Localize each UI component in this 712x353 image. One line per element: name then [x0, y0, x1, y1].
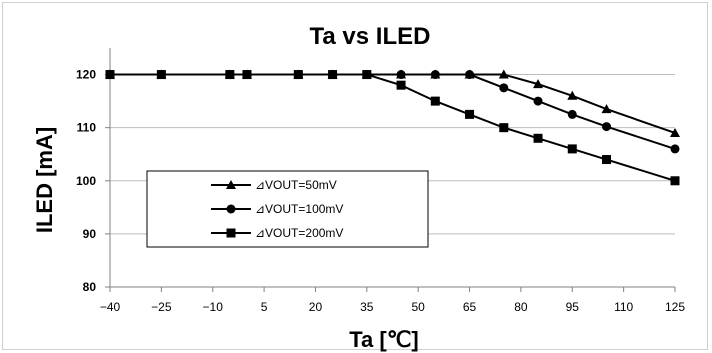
y-axis-title: ILED [mA] [32, 127, 57, 233]
x-tick-label-95: 95 [566, 300, 580, 314]
y-tick-label-80: 80 [83, 280, 97, 294]
point-triangle-14 [670, 127, 680, 137]
point-triangle-10 [498, 69, 509, 79]
x-tick-label--40: −40 [100, 300, 121, 314]
point-square-0 [105, 70, 115, 80]
legend-label-triangle: ⊿VOUT=50mV [255, 178, 337, 192]
y-tick-label-120: 120 [76, 68, 96, 82]
x-tick-label-35: 35 [360, 300, 374, 314]
point-circle-13 [602, 122, 612, 132]
point-square-7 [396, 80, 406, 90]
point-square-3 [242, 70, 252, 80]
point-circle-14 [670, 144, 680, 154]
point-triangle-13 [601, 104, 612, 114]
x-tick-label-50: 50 [412, 300, 426, 314]
point-triangle-12 [567, 90, 578, 100]
point-circle-8 [430, 70, 440, 80]
point-square-10 [499, 123, 509, 133]
point-square-6 [362, 70, 372, 80]
point-circle-11 [533, 96, 543, 106]
point-square-5 [328, 70, 338, 80]
series-group [105, 69, 680, 186]
legend-marker-square [226, 228, 236, 238]
chart-title: Ta vs ILED [310, 23, 431, 50]
point-square-9 [465, 109, 475, 119]
point-square-8 [430, 96, 440, 106]
y-tick-label-110: 110 [77, 121, 97, 135]
x-tick-label-65: 65 [463, 300, 477, 314]
x-tick-label-110: 110 [614, 300, 633, 314]
tick-labels: 80 90 100 110 120 −40 −25 −10 5 20 35 50 65 80 95 110 12… [76, 68, 685, 314]
x-axis-title: Ta [℃] [349, 327, 419, 352]
legend-label-circle: ⊿VOUT=100mV [255, 202, 343, 216]
point-square-12 [567, 144, 577, 154]
legend: ⊿VOUT=50mV ⊿VOUT=100mV ⊿VOUT=200mV [146, 170, 429, 248]
x-tick-label-5: 5 [261, 300, 268, 314]
point-square-2 [225, 70, 235, 80]
x-tick-label-125: 125 [665, 300, 685, 314]
point-circle-10 [499, 83, 509, 93]
point-square-14 [670, 176, 680, 186]
series-line-circle [110, 73, 676, 150]
point-triangle-11 [533, 79, 544, 89]
x-tick-label-80: 80 [514, 300, 528, 314]
legend-box [146, 170, 429, 248]
point-circle-7 [396, 70, 406, 80]
point-square-4 [293, 70, 303, 80]
point-square-13 [602, 155, 612, 165]
legend-label-square: ⊿VOUT=200mV [255, 226, 343, 240]
legend-marker-triangle [226, 180, 236, 189]
axes [105, 48, 676, 292]
x-tick-label--10: −10 [203, 300, 224, 314]
y-tick-label-90: 90 [83, 227, 97, 241]
legend-marker-circle [226, 204, 236, 214]
point-square-11 [533, 133, 543, 143]
y-tick-label-100: 100 [76, 174, 96, 188]
point-circle-9 [465, 70, 475, 80]
x-tick-label-20: 20 [309, 300, 323, 314]
x-tick-label--25: −25 [151, 300, 172, 314]
point-circle-12 [567, 109, 577, 119]
point-square-1 [156, 70, 166, 80]
